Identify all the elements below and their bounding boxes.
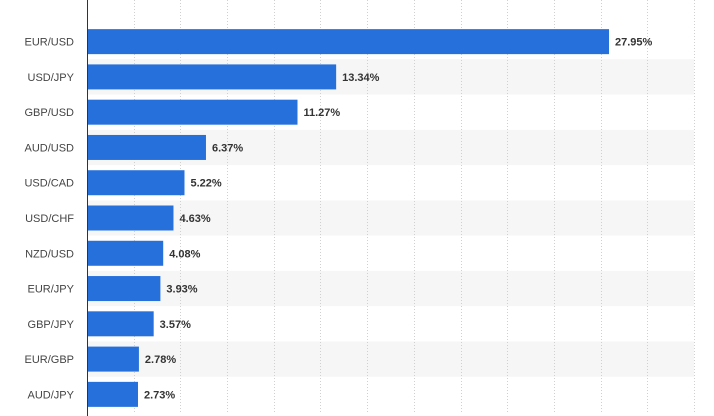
bar[interactable] xyxy=(87,134,206,160)
value-label: 2.73% xyxy=(144,389,175,401)
bar[interactable] xyxy=(87,64,337,90)
value-label: 27.95% xyxy=(615,37,653,49)
category-label: EUR/GBP xyxy=(24,354,74,366)
category-label: GBP/USD xyxy=(24,107,74,119)
value-label: 6.37% xyxy=(212,142,243,154)
category-label: AUD/JPY xyxy=(28,389,75,401)
bar[interactable] xyxy=(87,381,138,407)
value-labels: 27.95% 13.34% 11.27% 6.37% 5.22% 4.63% 4.08% 3.… xyxy=(144,37,653,402)
row-band xyxy=(87,341,694,377)
category-label: EUR/USD xyxy=(24,37,74,49)
bar[interactable] xyxy=(87,205,174,231)
value-label: 4.08% xyxy=(169,248,200,260)
category-label: AUD/USD xyxy=(24,142,74,154)
value-label: 3.93% xyxy=(166,284,197,296)
bar[interactable] xyxy=(87,170,185,196)
category-label: EUR/JPY xyxy=(28,284,75,296)
value-label: 5.22% xyxy=(190,178,221,190)
bar[interactable] xyxy=(87,99,298,125)
value-label: 3.57% xyxy=(160,319,191,331)
value-label: 2.78% xyxy=(145,354,176,366)
value-label: 11.27% xyxy=(303,107,340,119)
category-label: USD/JPY xyxy=(28,72,75,84)
row-bands xyxy=(87,59,694,377)
bar[interactable] xyxy=(87,29,610,55)
bar[interactable] xyxy=(87,346,139,372)
category-label: USD/CHF xyxy=(25,213,74,225)
category-label: GBP/JPY xyxy=(28,319,75,331)
bar[interactable] xyxy=(87,311,154,337)
value-label: 13.34% xyxy=(342,72,380,84)
bar[interactable] xyxy=(87,240,164,266)
category-labels: EUR/USD USD/JPY GBP/USD AUD/USD USD/CAD USD/C… xyxy=(24,37,74,402)
value-label: 4.63% xyxy=(179,213,210,225)
category-label: USD/CAD xyxy=(24,178,74,190)
row-band xyxy=(87,270,694,307)
bars xyxy=(87,29,610,407)
category-label: NZD/USD xyxy=(25,248,74,260)
bar[interactable] xyxy=(87,276,161,302)
row-band xyxy=(87,200,694,236)
